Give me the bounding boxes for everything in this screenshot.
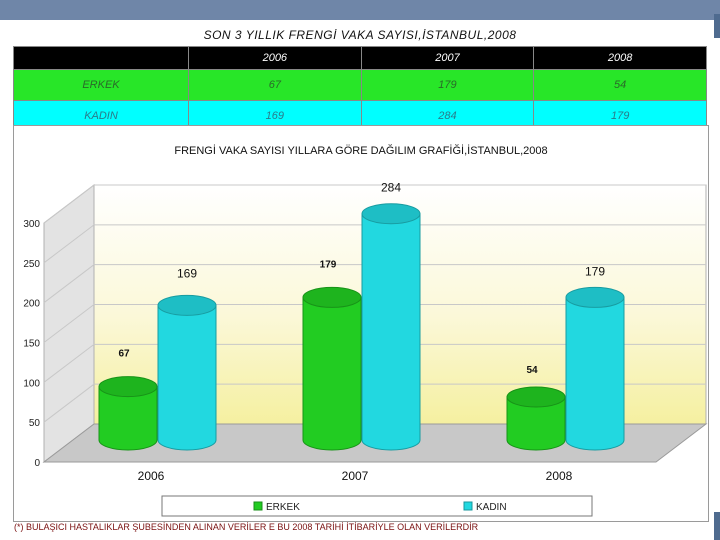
legend-label: KADIN: [476, 502, 507, 513]
y-tick-label: 50: [29, 418, 41, 429]
bar-erkek-2007: [302, 296, 362, 451]
bar-top-erkek-2008: [506, 386, 566, 408]
footnote: (*) BULAŞICI HASTALIKLAR ŞUBESİNDEN ALIN…: [14, 522, 479, 532]
gridline: [43, 224, 706, 264]
gridline: [43, 304, 706, 343]
bar-top-erkek-2007: [302, 286, 362, 308]
chart-frame: FRENGİ VAKA SAYISI YILLARA GÖRE DAĞILIM …: [13, 125, 709, 522]
data-label: 284: [381, 181, 401, 195]
summary-table: 2006 2007 2008 ERKEK 67 179 54 KADIN 169…: [13, 46, 707, 132]
bar-top-erkek-2006: [98, 376, 158, 398]
data-label: 179: [320, 259, 337, 270]
table-header-corner: [13, 46, 189, 70]
page-title: SON 3 YILLIK FRENGİ VAKA SAYISI,İSTANBUL…: [203, 28, 517, 42]
bar-top-kadin-2007: [361, 203, 421, 225]
gridline: [43, 343, 706, 383]
chart-svg: FRENGİ VAKA SAYISI YILLARA GÖRE DAĞILIM …: [23, 144, 708, 517]
legend-box: [161, 495, 593, 517]
table-cell: 179: [360, 69, 535, 101]
data-label: 179: [585, 264, 605, 278]
x-tick-label: 2006: [138, 469, 165, 483]
y-tick-label: 200: [23, 299, 40, 310]
legend-swatch: [463, 501, 473, 511]
x-tick-label: 2008: [546, 469, 573, 483]
table-cell: 67: [188, 69, 362, 101]
top-bar: [0, 0, 720, 20]
x-tick-label: 2007: [342, 469, 369, 483]
y-tick-label: 150: [23, 339, 40, 350]
bar-kadin-2008: [565, 296, 625, 451]
chart-title: FRENGİ VAKA SAYISI YILLARA GÖRE DAĞILIM …: [174, 144, 547, 157]
bar-erkek-2006: [98, 386, 158, 451]
legend-label: ERKEK: [266, 502, 300, 513]
table-row-label: ERKEK: [13, 69, 189, 101]
table-header-cell: 2006: [188, 46, 362, 70]
table-header-cell: 2007: [360, 46, 535, 70]
bar-erkek-2008: [506, 396, 566, 451]
bar-kadin-2007: [361, 213, 421, 451]
bar-top-kadin-2008: [565, 286, 625, 308]
legend-swatch: [253, 501, 263, 511]
bar-top-kadin-2006: [157, 294, 217, 316]
table-row-erkek: ERKEK 67 179 54: [13, 69, 707, 101]
top-bar-accent: [714, 14, 720, 38]
bar-kadin-2006: [157, 304, 217, 451]
y-tick-label: 0: [34, 458, 40, 469]
y-tick-label: 100: [23, 378, 40, 389]
data-label: 169: [177, 266, 197, 280]
gridline: [43, 184, 706, 224]
y-tick-label: 250: [23, 259, 40, 270]
table-header-cell: 2008: [533, 46, 707, 70]
gridline: [43, 264, 706, 304]
y-tick-label: 300: [23, 219, 40, 230]
gridline: [43, 383, 706, 423]
bottom-right-accent: [714, 512, 720, 540]
table-header-row: 2006 2007 2008: [13, 46, 707, 70]
data-label: 67: [118, 349, 130, 360]
table-cell: 54: [533, 69, 707, 101]
data-label: 54: [526, 365, 538, 376]
